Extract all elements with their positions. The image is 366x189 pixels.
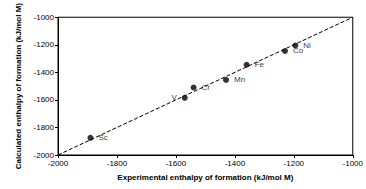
svg-text:-1400: -1400: [34, 68, 55, 77]
svg-text:Ni: Ni: [303, 41, 311, 50]
svg-text:-2000: -2000: [33, 150, 54, 160]
svg-text:-1600: -1600: [34, 95, 55, 104]
svg-text:V: V: [171, 93, 177, 102]
svg-text:-1000: -1000: [34, 13, 55, 22]
svg-text:-1400: -1400: [225, 159, 246, 168]
svg-text:-1600: -1600: [166, 159, 187, 168]
svg-text:-1800: -1800: [34, 123, 55, 132]
svg-text:-1000: -1000: [343, 159, 364, 168]
svg-text:-2000: -2000: [48, 159, 69, 168]
svg-text:Co: Co: [293, 46, 304, 55]
svg-text:-1800: -1800: [107, 159, 128, 168]
svg-text:Cr: Cr: [202, 83, 211, 92]
svg-text:Mn: Mn: [234, 75, 245, 84]
svg-text:Calculated enthalpy of formati: Calculated enthalpy of formation (kJ/mol…: [14, 3, 23, 170]
svg-text:-1200: -1200: [34, 40, 55, 49]
svg-text:Experimental enthalpy of forma: Experimental enthalpy of formation (kJ/m…: [117, 173, 293, 182]
svg-text:-1200: -1200: [284, 159, 305, 168]
svg-text:Fe: Fe: [255, 60, 265, 69]
svg-text:Sc: Sc: [98, 133, 107, 142]
